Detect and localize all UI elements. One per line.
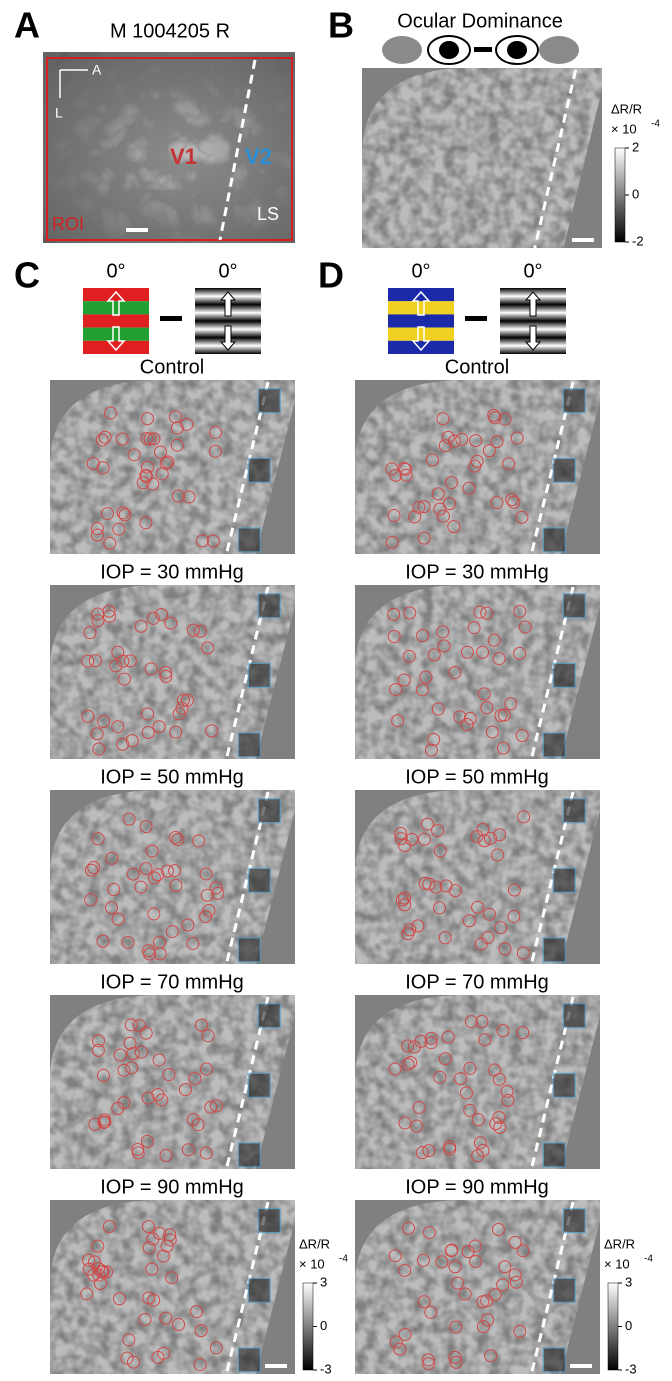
colorbar-tick-label: 0 xyxy=(632,186,639,201)
colorbar-tick-label: -3 xyxy=(320,1361,332,1376)
imaging-map xyxy=(50,995,295,1170)
stimulus-icon xyxy=(195,288,261,354)
colorbar-multiplier: × 10 xyxy=(299,1256,325,1271)
colorbar-multiplier: × 10 xyxy=(611,121,637,136)
colorbar-tick-label: 0 xyxy=(625,1318,632,1333)
stimulus-icon xyxy=(83,288,149,354)
imaging-map xyxy=(355,995,600,1170)
row-title: IOP = 90 mmHg xyxy=(405,1176,549,1198)
row-title: IOP = 30 mmHg xyxy=(100,561,244,583)
panel-title: Ocular Dominance xyxy=(397,10,563,32)
panel-label: A xyxy=(14,5,40,46)
colorbar-tick-label: 3 xyxy=(625,1274,632,1289)
eye-icons xyxy=(382,35,579,65)
panel-label: B xyxy=(328,5,354,46)
axis-label: L xyxy=(55,105,63,121)
colorbar-tick-label: 0 xyxy=(320,1318,327,1333)
panel-label: C xyxy=(14,255,40,296)
colorbar-title: ΔR/R xyxy=(604,1236,635,1251)
row-title: IOP = 50 mmHg xyxy=(100,766,244,788)
cortex-photo xyxy=(43,52,295,243)
area-label: V1 xyxy=(170,144,197,169)
axis-label: A xyxy=(92,62,102,78)
colorbar-title: ΔR/R xyxy=(299,1236,330,1251)
row-title: IOP = 70 mmHg xyxy=(100,971,244,993)
imaging-map xyxy=(50,380,295,555)
colorbar-title: ΔR/R xyxy=(611,101,642,116)
minus xyxy=(465,316,487,321)
minus xyxy=(160,316,182,321)
colorbar xyxy=(614,147,626,243)
colorbar xyxy=(302,1282,314,1371)
colorbar-exponent: -4 xyxy=(651,119,660,130)
colorbar-tick-label: -2 xyxy=(632,233,644,248)
roi-label: ROI xyxy=(52,214,84,234)
row-title: IOP = 50 mmHg xyxy=(405,766,549,788)
row-title: Control xyxy=(140,356,204,378)
imaging-map xyxy=(355,790,600,965)
imaging-map xyxy=(50,1200,295,1375)
imaging-map xyxy=(50,790,295,965)
imaging-map xyxy=(355,1200,600,1375)
row-title: Control xyxy=(445,356,509,378)
panel-label: D xyxy=(318,255,344,296)
panel-title: M 1004205 R xyxy=(110,20,230,42)
stimulus-angle: 0° xyxy=(411,260,430,282)
colorbar-exponent: -4 xyxy=(339,1254,348,1265)
row-title: IOP = 70 mmHg xyxy=(405,971,549,993)
imaging-map xyxy=(50,585,295,760)
row-title: IOP = 30 mmHg xyxy=(405,561,549,583)
stimulus-angle: 0° xyxy=(106,260,125,282)
imaging-map xyxy=(355,585,600,760)
row-title: IOP = 90 mmHg xyxy=(100,1176,244,1198)
colorbar-tick-label: -3 xyxy=(625,1361,637,1376)
area-label: V2 xyxy=(245,144,272,169)
colorbar-exponent: -4 xyxy=(644,1254,653,1265)
imaging-map xyxy=(362,68,602,249)
stimulus-angle: 0° xyxy=(218,260,237,282)
stimulus-icon xyxy=(388,288,454,354)
colorbar-tick-label: 3 xyxy=(320,1274,327,1289)
sulcus-label: LS xyxy=(257,204,279,224)
stimulus-angle: 0° xyxy=(523,260,542,282)
colorbar-tick-label: 2 xyxy=(632,139,639,154)
colorbar-multiplier: × 10 xyxy=(604,1256,630,1271)
colorbar xyxy=(607,1282,619,1371)
imaging-map xyxy=(355,380,600,555)
stimulus-icon xyxy=(500,288,566,354)
